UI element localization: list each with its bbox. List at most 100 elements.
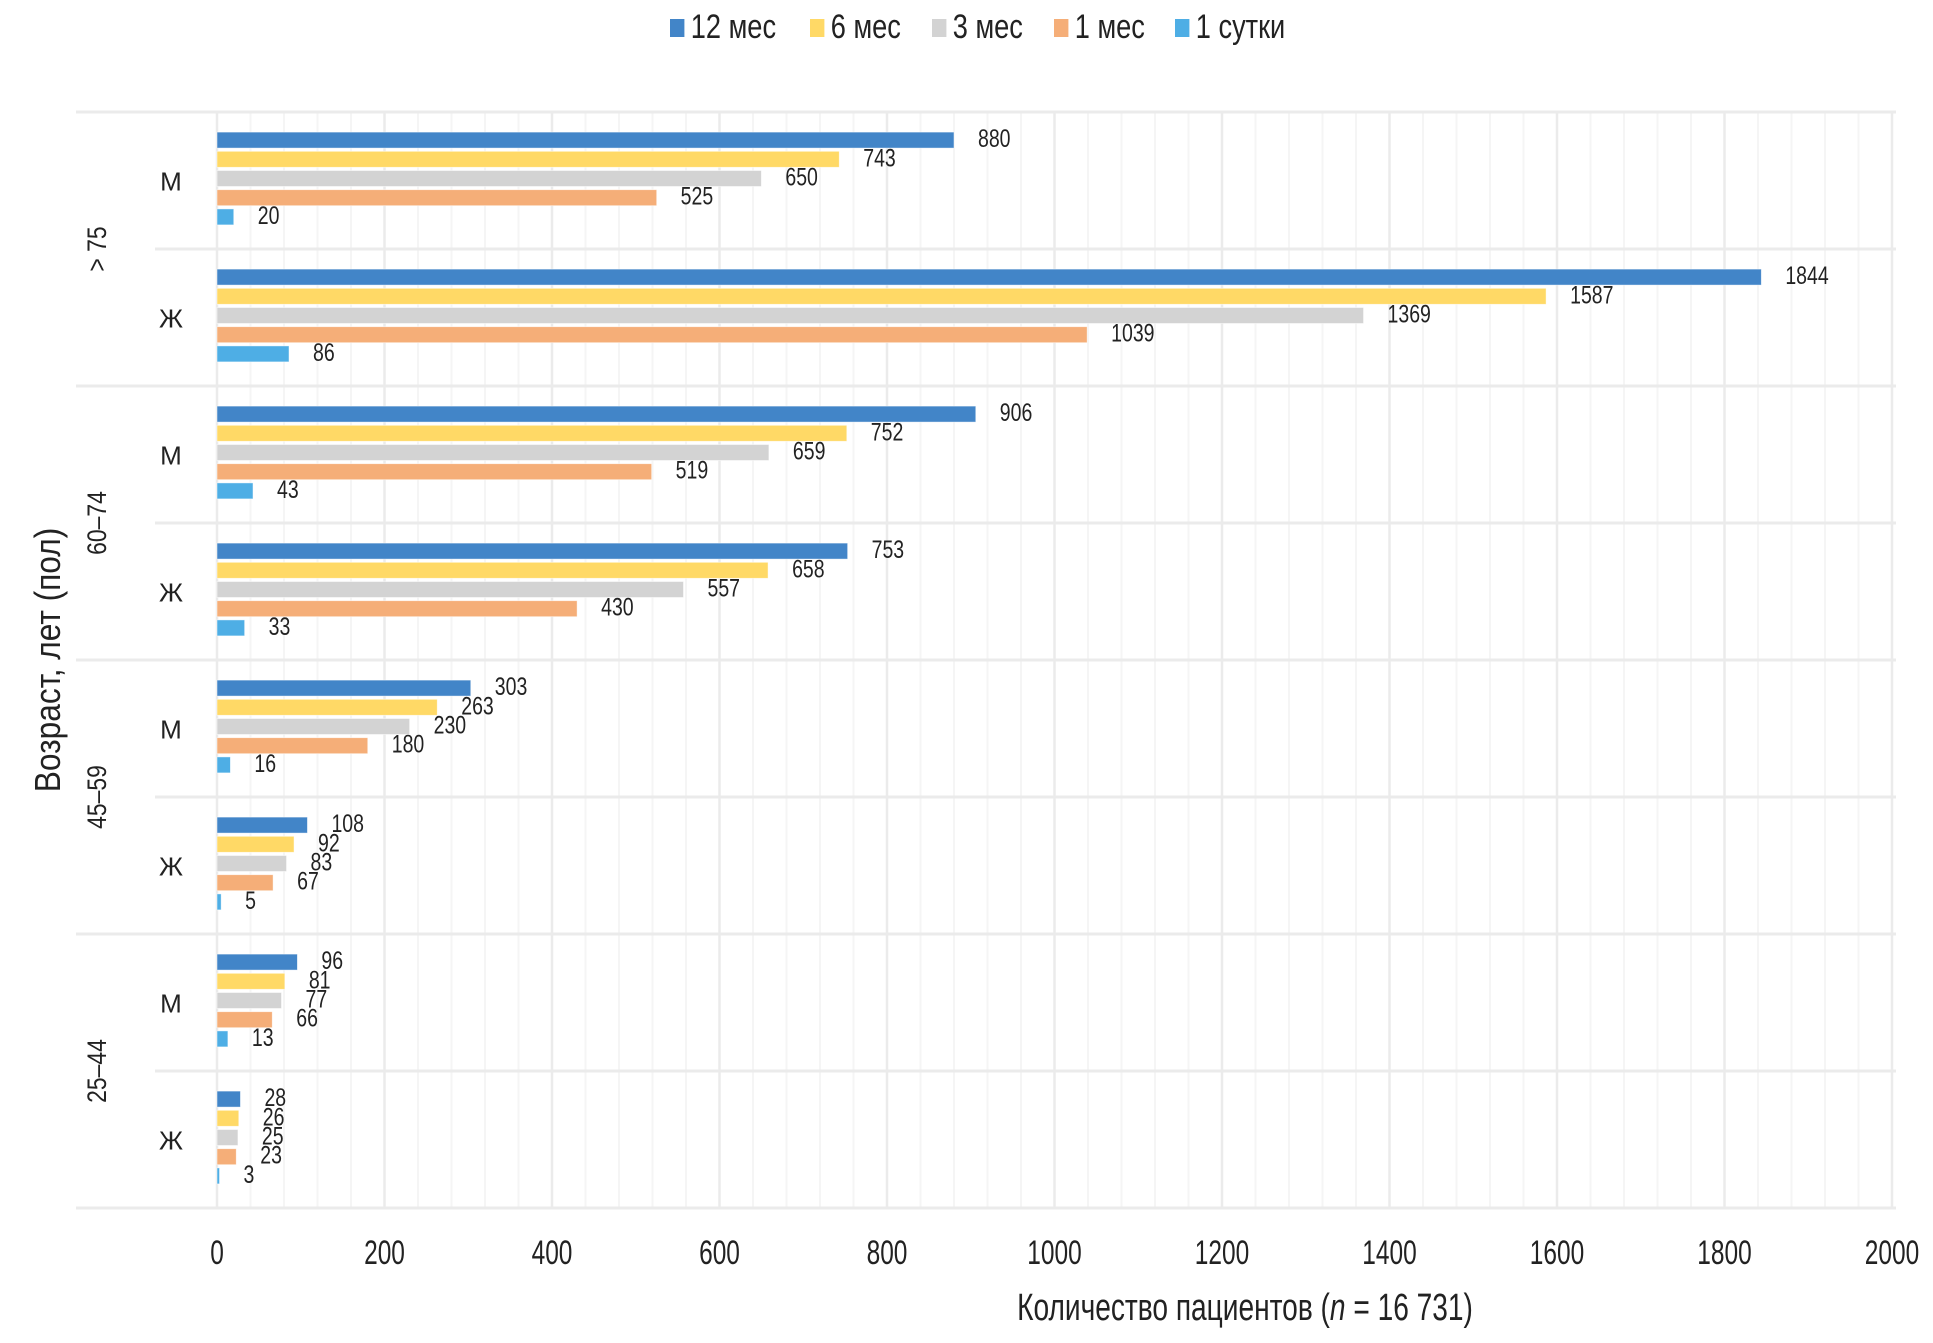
data-label: 3	[244, 1161, 255, 1189]
data-label: 67	[297, 867, 319, 895]
data-label: 28	[264, 1084, 286, 1112]
y-axis-title: Возраст, лет (пол)	[28, 528, 68, 792]
bar	[216, 679, 472, 697]
bar	[216, 561, 769, 579]
sex-label: Ж	[159, 578, 183, 608]
sex-label: М	[160, 989, 182, 1019]
x-tick-label: 0	[210, 1234, 224, 1272]
bar	[216, 444, 770, 461]
bar	[216, 1109, 240, 1127]
legend-item: 1 сутки	[1175, 8, 1286, 47]
bar	[216, 1011, 273, 1029]
data-label: 1587	[1570, 281, 1613, 309]
x-tick-label: 600	[699, 1234, 740, 1272]
data-label: 180	[392, 730, 425, 758]
legend-swatch	[810, 18, 825, 37]
legend-swatch	[1175, 18, 1190, 37]
bar	[216, 816, 308, 834]
bar	[216, 698, 438, 716]
legend-swatch	[932, 18, 947, 37]
bar	[216, 992, 282, 1009]
data-label: 26	[263, 1103, 285, 1131]
bar	[216, 189, 658, 207]
sex-label: М	[160, 715, 182, 745]
x-tick-label: 800	[867, 1234, 908, 1272]
bar	[216, 287, 1547, 305]
bar	[216, 150, 840, 168]
bar	[216, 1167, 220, 1185]
legend-swatch	[669, 18, 685, 37]
bar	[216, 345, 290, 363]
data-label: 92	[318, 829, 340, 857]
bar	[216, 581, 684, 598]
data-label: 33	[269, 613, 291, 641]
x-tick-label: 1000	[1027, 1234, 1081, 1272]
sex-label: Ж	[159, 852, 183, 882]
x-tick-label: 1600	[1530, 1234, 1584, 1272]
bar	[216, 874, 274, 892]
bar	[216, 170, 762, 187]
age-group-label: 60–74	[82, 491, 112, 555]
data-label: 230	[434, 711, 467, 739]
age-group-label: > 75	[82, 226, 112, 271]
data-label: 557	[707, 574, 740, 602]
data-label: 880	[978, 125, 1011, 153]
bars	[216, 131, 1762, 1185]
data-label: 13	[252, 1024, 274, 1052]
data-label: 77	[305, 985, 327, 1013]
bar	[216, 855, 287, 872]
bar	[216, 307, 1364, 324]
data-label: 1039	[1111, 319, 1154, 347]
bar	[216, 1129, 239, 1146]
data-label: 66	[296, 1004, 318, 1032]
data-label: 83	[311, 848, 333, 876]
x-tick-label: 1400	[1362, 1234, 1416, 1272]
data-label: 86	[313, 339, 335, 367]
bar	[216, 718, 411, 735]
bar	[216, 1090, 241, 1108]
data-labels: 8807436505252018441587136910398690675265…	[244, 125, 1829, 1189]
legend-swatch	[1053, 18, 1069, 37]
bar	[216, 326, 1088, 344]
bar	[216, 1148, 237, 1166]
bar	[216, 893, 222, 911]
bar	[216, 737, 369, 755]
x-tick-label: 2000	[1865, 1234, 1919, 1272]
sex-label: М	[160, 441, 182, 471]
sex-label: Ж	[159, 304, 183, 334]
sex-label: М	[160, 167, 182, 197]
legend-label: 1 сутки	[1196, 8, 1286, 46]
bar	[216, 835, 295, 853]
data-label: 1369	[1388, 300, 1431, 328]
bar	[216, 953, 298, 971]
data-label: 303	[495, 673, 528, 701]
legend-item: 3 мес	[932, 8, 1023, 47]
bar	[216, 424, 848, 442]
x-tick-label: 200	[364, 1234, 405, 1272]
sex-label: Ж	[159, 1126, 183, 1156]
legend-label: 12 мес	[690, 8, 776, 46]
data-label: 753	[872, 536, 905, 564]
bar	[216, 600, 578, 618]
bar	[216, 208, 235, 226]
x-axis-title: Количество пациентов (n = 16 731)	[1017, 1287, 1473, 1329]
legend-label: 3 мес	[952, 8, 1023, 46]
bar	[216, 1030, 229, 1048]
legend-item: 6 мес	[810, 8, 901, 47]
data-label: 1844	[1785, 262, 1828, 290]
x-tick-label: 1800	[1697, 1234, 1751, 1272]
data-label: 263	[461, 692, 494, 720]
data-label: 525	[681, 182, 714, 210]
legend-item: 1 мес	[1053, 8, 1145, 47]
x-tick-label: 1200	[1195, 1234, 1249, 1272]
data-label: 659	[793, 437, 826, 465]
x-axis-title-prefix: Количество пациентов (	[1017, 1287, 1330, 1329]
legend-label: 6 мес	[831, 8, 902, 46]
x-tick-label: 400	[532, 1234, 573, 1272]
bar	[216, 131, 955, 149]
chart-legend: 12 мес 6 мес 3 мес 1 мес 1 сутки	[0, 8, 1933, 47]
data-label: 430	[601, 593, 634, 621]
legend-label: 1 мес	[1074, 8, 1145, 46]
data-label: 906	[1000, 399, 1033, 427]
bar	[216, 482, 254, 500]
